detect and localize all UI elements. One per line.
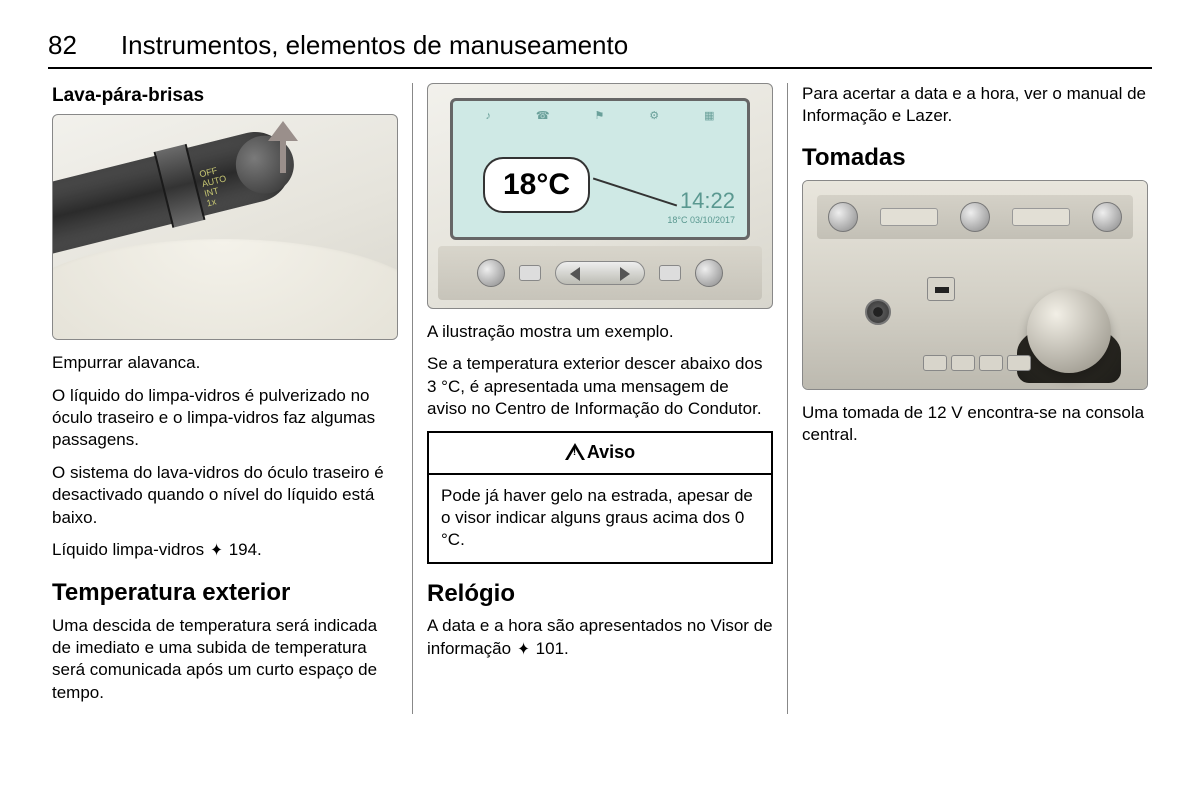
paragraph: Empurrar alavanca.	[52, 352, 398, 374]
text: A data e a hora são apresentados no Viso…	[427, 616, 773, 657]
paragraph-crossref: Líquido limpa-vidros ✦ 194.	[52, 539, 398, 563]
panel-button-icon	[519, 265, 541, 281]
paragraph: Uma descida de temperatura será indicada…	[52, 615, 398, 705]
infotainment-screen: ♪ ☎ ⚑ ⚙ ▦ 18°C 14:22 18°C 03/10/2017	[450, 98, 750, 240]
heading-lava-para-brisas: Lava-pára-brisas	[52, 83, 398, 108]
page-header: 82 Instrumentos, elementos de manuseamen…	[48, 30, 1152, 69]
illustration-infotainment: ♪ ☎ ⚑ ⚙ ▦ 18°C 14:22 18°C 03/10/2017	[427, 83, 773, 309]
wiper-stalk	[52, 125, 298, 256]
console-button-row	[923, 355, 1031, 371]
hvac-dial-icon	[828, 202, 858, 232]
console-button-icon	[979, 355, 1003, 371]
manual-page: 82 Instrumentos, elementos de manuseamen…	[0, 0, 1200, 734]
crossref-page: 194.	[229, 540, 262, 559]
warning-title: !Aviso	[429, 433, 771, 475]
hvac-dial-icon	[1092, 202, 1122, 232]
warning-box: !Aviso Pode já haver gelo na estrada, ap…	[427, 431, 773, 564]
warning-body: Pode já haver gelo na estrada, apesar de…	[429, 475, 771, 562]
column-2: ♪ ☎ ⚑ ⚙ ▦ 18°C 14:22 18°C 03/10/2017	[412, 83, 788, 714]
menu-icon: ☎	[536, 109, 550, 124]
callout-leader-line	[593, 177, 677, 206]
paragraph: O sistema do lava-vidros do óculo trasei…	[52, 462, 398, 529]
paragraph: O líquido do limpa-vidros é pulverizado …	[52, 385, 398, 452]
screen-menu-icons: ♪ ☎ ⚑ ⚙ ▦	[463, 109, 737, 124]
clock-subline: 18°C 03/10/2017	[667, 215, 735, 227]
illustration-centre-console	[802, 180, 1148, 390]
hvac-display-icon	[1012, 208, 1070, 226]
usb-port-icon	[927, 277, 955, 301]
tune-knob-icon	[695, 259, 723, 287]
screen-clock: 14:22 18°C 03/10/2017	[667, 186, 735, 227]
text: Líquido limpa-vidros	[52, 540, 209, 559]
panel-button-icon	[659, 265, 681, 281]
menu-icon: ⚑	[595, 109, 605, 124]
column-3: Para acertar a data e a hora, ver o manu…	[788, 83, 1152, 714]
hvac-display-icon	[880, 208, 938, 226]
heading-tomadas: Tomadas	[802, 142, 1148, 174]
crossref-page: 101.	[536, 639, 569, 658]
seek-buttons-icon	[555, 261, 645, 285]
column-1: Lava-pára-brisas OFF AUTO INT 1x Empurra…	[48, 83, 412, 714]
menu-icon: ▦	[704, 109, 714, 124]
menu-icon: ♪	[485, 109, 491, 124]
hvac-dial-icon	[960, 202, 990, 232]
volume-knob-icon	[477, 259, 505, 287]
power-socket-12v-icon	[865, 299, 891, 325]
crossref-arrow-icon: ✦	[517, 638, 529, 662]
arrow-up-icon	[265, 121, 301, 173]
page-number: 82	[48, 30, 77, 61]
menu-icon: ⚙	[649, 109, 659, 124]
paragraph-crossref: A data e a hora são apresentados no Viso…	[427, 615, 773, 661]
chapter-title: Instrumentos, elementos de manuseamento	[121, 30, 628, 61]
warning-triangle-icon: !	[565, 443, 585, 460]
console-button-icon	[923, 355, 947, 371]
gear-knob	[1027, 289, 1111, 373]
heading-relogio: Relógio	[427, 578, 773, 610]
stalk-ring	[154, 144, 206, 228]
clock-time: 14:22	[667, 186, 735, 215]
paragraph: Uma tomada de 12 V encontra-se na consol…	[802, 402, 1148, 447]
content-columns: Lava-pára-brisas OFF AUTO INT 1x Empurra…	[48, 83, 1152, 714]
warning-title-text: Aviso	[587, 442, 635, 462]
paragraph: Para acertar a data e a hora, ver o manu…	[802, 83, 1148, 128]
paragraph: Se a temperatura exterior descer abaixo …	[427, 353, 773, 420]
temperature-callout: 18°C	[483, 157, 590, 213]
console-button-icon	[1007, 355, 1031, 371]
dashboard-surface	[52, 239, 398, 340]
hvac-panel	[817, 195, 1133, 239]
console-button-icon	[951, 355, 975, 371]
crossref-arrow-icon: ✦	[210, 539, 222, 563]
radio-control-panel	[438, 246, 762, 300]
paragraph: A ilustração mostra um exemplo.	[427, 321, 773, 343]
heading-temperatura-exterior: Temperatura exterior	[52, 577, 398, 609]
illustration-wiper-stalk: OFF AUTO INT 1x	[52, 114, 398, 340]
